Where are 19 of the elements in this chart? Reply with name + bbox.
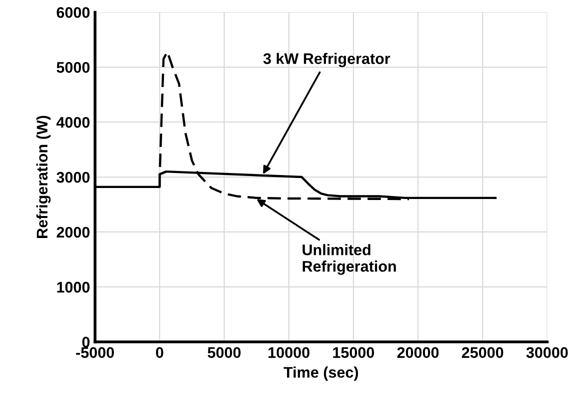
- x-tick-label: -5000: [76, 347, 114, 358]
- y-tick-label: 2000: [56, 226, 90, 238]
- y-tick-label: 3000: [56, 172, 90, 183]
- y-tick-label: 6000: [56, 7, 90, 18]
- y-tick-label: 5000: [56, 62, 90, 73]
- x-tick-label: 5000: [208, 347, 241, 358]
- y-axis-title: Refrigeration (W): [36, 116, 51, 238]
- x-axis-title: Time (sec): [284, 366, 358, 381]
- x-tick-label: 15000: [333, 347, 374, 358]
- x-tick-label: 10000: [268, 347, 310, 358]
- y-tick-label: 4000: [56, 116, 90, 128]
- annotation: Unlimited Refrigeration: [302, 244, 396, 275]
- annotation: 3 kW Refrigerator: [263, 52, 390, 68]
- x-tick-label: 0: [156, 347, 164, 358]
- x-tick-label: 20000: [397, 347, 439, 358]
- x-tick-label: 30000: [526, 347, 568, 358]
- y-tick-label: 1000: [57, 282, 90, 293]
- x-tick-label: 25000: [462, 347, 504, 358]
- y-tick-label: 0: [82, 336, 90, 348]
